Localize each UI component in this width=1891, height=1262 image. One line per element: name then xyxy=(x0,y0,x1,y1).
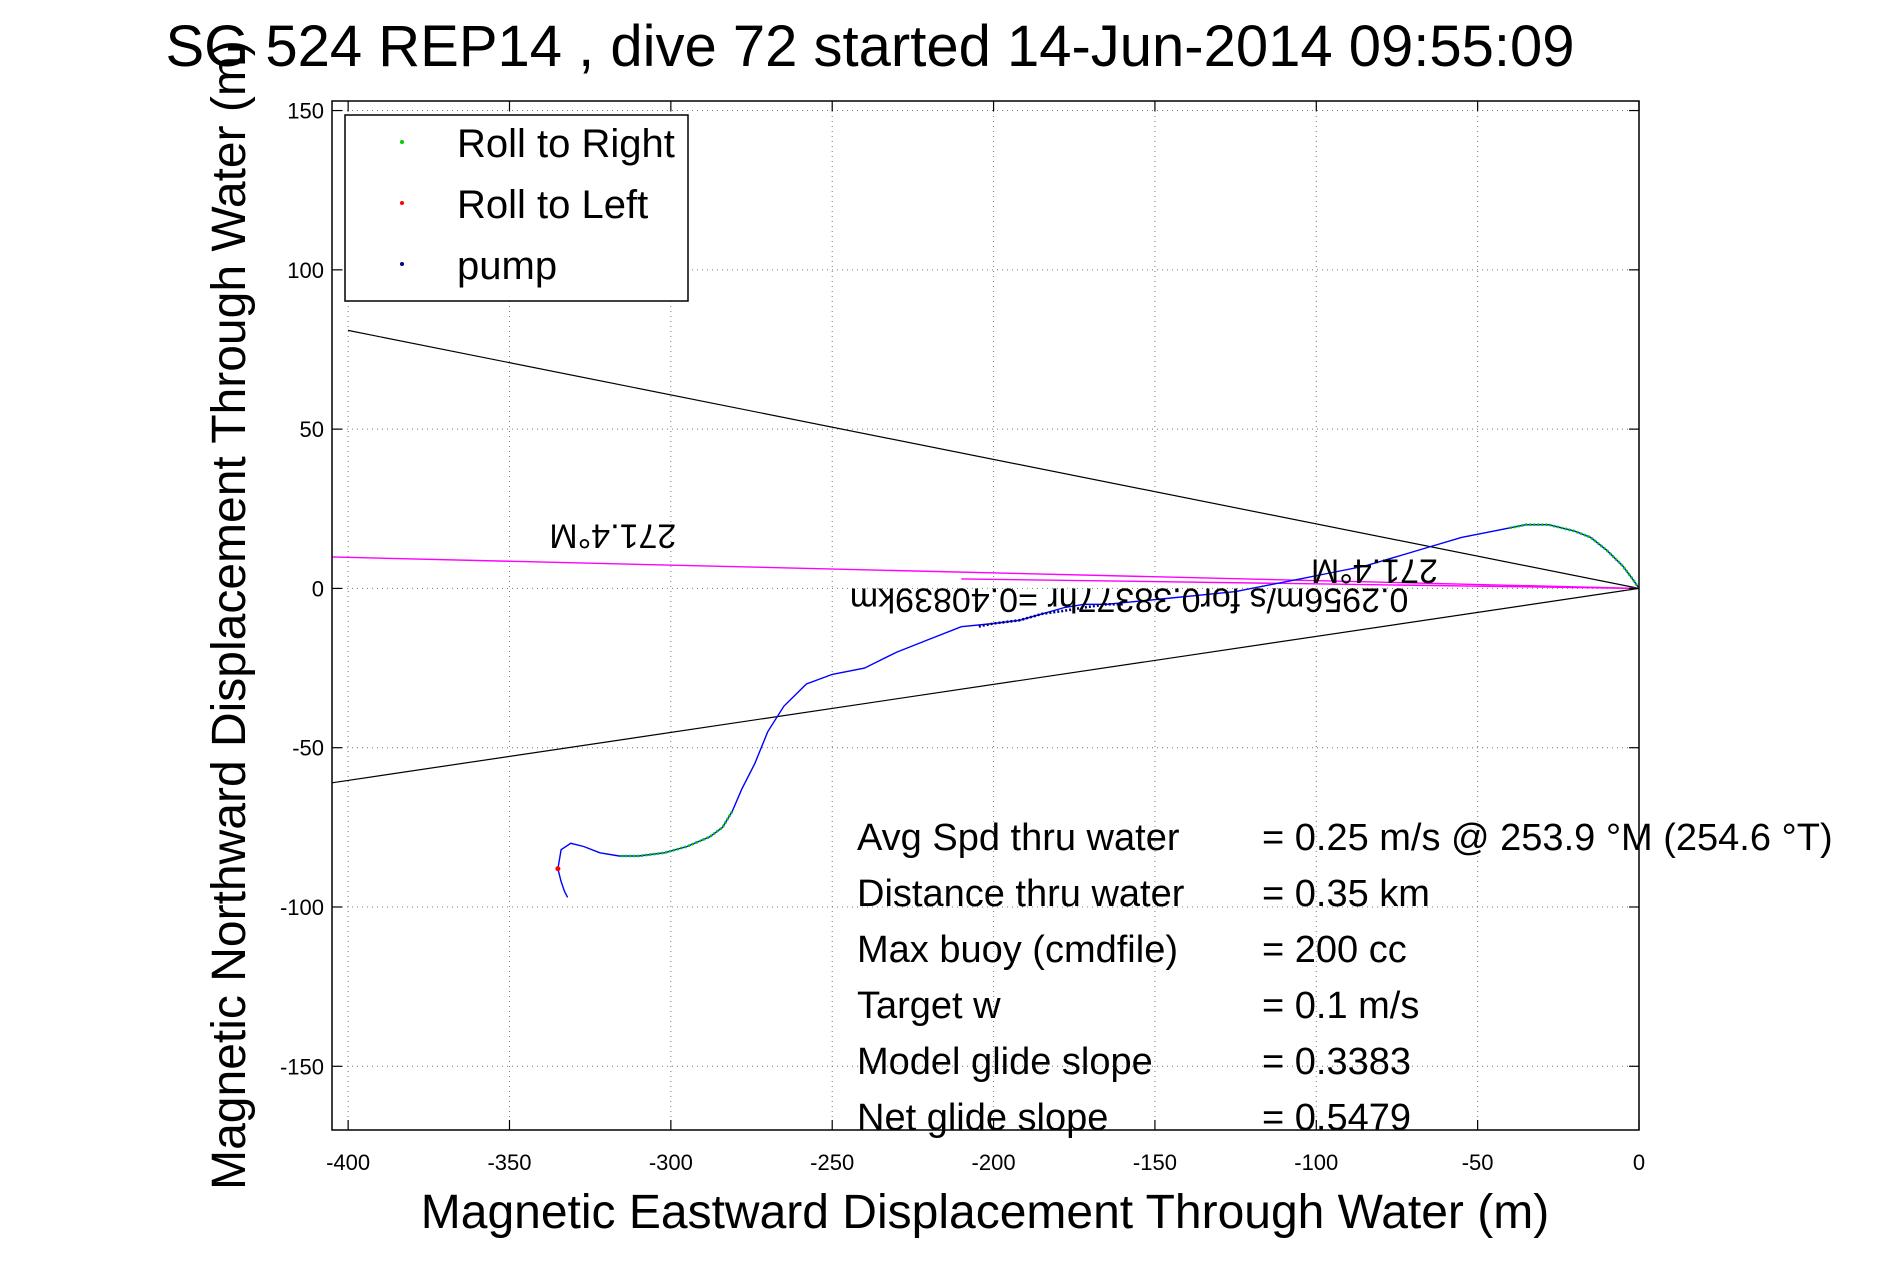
y-tick-label: 150 xyxy=(287,99,324,124)
heading-annotation: 271.4°M xyxy=(1311,552,1438,590)
legend-label: Roll to Left xyxy=(457,183,648,227)
y-tick-label: -50 xyxy=(292,736,324,761)
stats-label: Net glide slope xyxy=(857,1097,1108,1139)
x-tick-label: -200 xyxy=(972,1150,1016,1175)
plot-frame xyxy=(331,100,1640,1131)
heading-line xyxy=(332,556,1639,590)
x-tick-label: -350 xyxy=(487,1150,531,1175)
x-tick-label: -50 xyxy=(1462,1150,1494,1175)
stats-label: Avg Spd thru water xyxy=(857,817,1180,859)
y-tick-label: -100 xyxy=(280,895,324,920)
y-axis-label: Magnetic Northward Displacement Through … xyxy=(203,40,256,1190)
legend-marker xyxy=(400,201,404,205)
stats-panel: Avg Spd thru water = 0.25 m/s @ 253.9 °M … xyxy=(857,817,1833,1139)
roll-left-point xyxy=(555,866,561,872)
stats-label: Distance thru water xyxy=(857,873,1185,915)
x-tick-label: -400 xyxy=(326,1150,370,1175)
y-tick-label: 0 xyxy=(312,576,324,601)
heading-annotation: 0.2956m/s for0.38377hr =0.40839km xyxy=(850,580,1409,618)
stats-value: = 0.3383 xyxy=(1262,1041,1411,1083)
ticks: -400 -350 -300 -250 -200 -150 -100 -50 0 150 100 50… xyxy=(280,99,1645,1175)
legend-label: Roll to Right xyxy=(457,122,675,166)
legend-marker xyxy=(400,262,404,266)
legend-box xyxy=(344,114,689,302)
heading-line xyxy=(961,578,1639,590)
data-layer xyxy=(332,329,1639,898)
x-tick-label: -250 xyxy=(810,1150,854,1175)
x-tick-label: -100 xyxy=(1294,1150,1338,1175)
roll-right-segment xyxy=(1509,523,1639,590)
legend-marker xyxy=(400,140,404,144)
stats-value: = 0.5479 xyxy=(1262,1097,1411,1139)
heading-annotation: 271.4°M xyxy=(549,517,676,555)
x-tick-label: 0 xyxy=(1633,1150,1645,1175)
stats-value: = 200 cc xyxy=(1262,929,1407,971)
pump-segment xyxy=(977,602,1123,628)
stats-value: = 0.25 m/s @ 253.9 °M (254.6 °T) xyxy=(1262,817,1833,859)
stats-label: Target w xyxy=(857,985,1001,1027)
y-tick-label: 50 xyxy=(300,417,324,442)
chart-title: SG 524 REP14 , dive 72 started 14-Jun-20… xyxy=(165,14,1574,79)
legend-label: pump xyxy=(457,244,557,288)
heading-cone-line xyxy=(332,587,1639,784)
legend: Roll to Right Roll to Left pump xyxy=(344,114,689,302)
heading-cone-line xyxy=(347,329,1639,589)
stats-label: Max buoy (cmdfile) xyxy=(857,929,1178,971)
x-tick-label: -150 xyxy=(1133,1150,1177,1175)
roll-right-segment xyxy=(619,810,734,858)
stats-label: Model glide slope xyxy=(857,1041,1153,1083)
stats-value: = 0.35 km xyxy=(1262,873,1430,915)
stats-value: = 0.1 m/s xyxy=(1262,985,1419,1027)
x-axis-label: Magnetic Eastward Displacement Through W… xyxy=(421,1186,1549,1239)
y-tick-label: 100 xyxy=(287,258,324,283)
x-tick-label: -300 xyxy=(649,1150,693,1175)
y-tick-label: -150 xyxy=(280,1054,324,1079)
